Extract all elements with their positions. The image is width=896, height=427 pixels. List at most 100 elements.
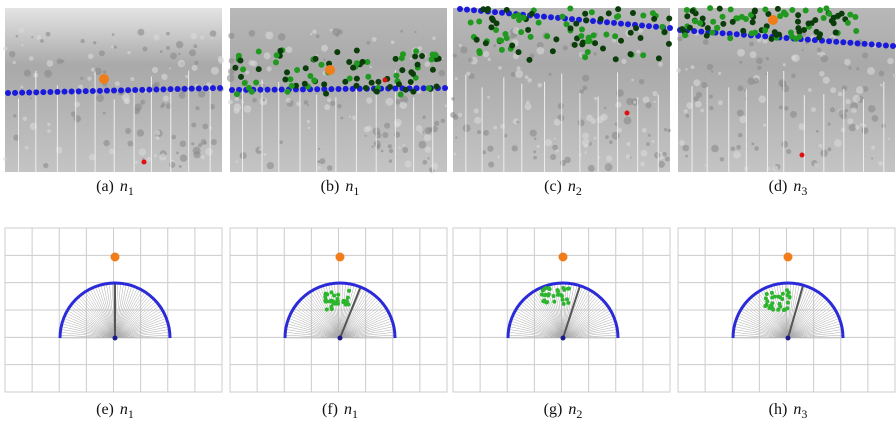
texture bbox=[591, 118, 597, 124]
green-dot bbox=[328, 299, 332, 303]
texture bbox=[249, 30, 256, 37]
texture bbox=[733, 151, 741, 159]
texture bbox=[3, 157, 7, 161]
green-dot bbox=[847, 12, 853, 18]
texture bbox=[718, 100, 723, 105]
texture bbox=[316, 34, 320, 38]
texture bbox=[40, 39, 44, 43]
texture bbox=[482, 150, 486, 154]
blue-dot bbox=[869, 41, 875, 47]
texture bbox=[193, 147, 201, 155]
green-dot bbox=[640, 52, 646, 58]
texture bbox=[737, 49, 745, 57]
texture bbox=[169, 68, 171, 70]
texture bbox=[20, 85, 23, 88]
green-dot bbox=[679, 26, 685, 32]
texture bbox=[422, 131, 424, 133]
green-dot bbox=[740, 28, 746, 34]
green-dot bbox=[839, 11, 845, 17]
green-dot bbox=[256, 49, 262, 55]
texture bbox=[454, 153, 457, 156]
caption: (f)n1 bbox=[322, 401, 358, 421]
blue-dot bbox=[883, 42, 889, 48]
texture bbox=[330, 29, 333, 32]
caption-label: (a) bbox=[96, 178, 114, 195]
texture bbox=[171, 135, 176, 140]
texture bbox=[766, 57, 769, 60]
green-dot bbox=[289, 83, 295, 89]
texture bbox=[530, 130, 537, 137]
texture bbox=[783, 63, 786, 66]
green-dot bbox=[336, 293, 340, 297]
red-dot bbox=[383, 78, 388, 83]
green-dot bbox=[396, 81, 402, 87]
texture bbox=[641, 150, 648, 157]
texture bbox=[23, 117, 27, 121]
goal bbox=[559, 253, 568, 262]
texture bbox=[739, 61, 742, 64]
green-dot bbox=[770, 291, 774, 295]
green-dot bbox=[585, 49, 591, 55]
blue-dot bbox=[667, 25, 673, 31]
texture bbox=[763, 124, 766, 127]
texture bbox=[210, 30, 217, 37]
texture bbox=[772, 165, 778, 171]
texture bbox=[685, 155, 688, 158]
green-dot bbox=[796, 34, 802, 40]
texture bbox=[371, 146, 373, 148]
green-dot bbox=[628, 51, 634, 57]
texture bbox=[707, 64, 713, 70]
texture bbox=[321, 45, 328, 52]
green-dot bbox=[294, 67, 300, 73]
texture bbox=[558, 103, 564, 109]
texture bbox=[879, 71, 885, 77]
green-dot bbox=[720, 21, 726, 27]
blue-dot bbox=[328, 86, 334, 92]
blue-dot bbox=[265, 87, 271, 93]
blue-dot bbox=[12, 90, 18, 96]
caption-label: (c) bbox=[544, 178, 562, 195]
texture bbox=[44, 70, 52, 78]
texture bbox=[601, 114, 608, 121]
texture bbox=[477, 130, 481, 134]
blue-dot bbox=[5, 90, 11, 96]
texture bbox=[266, 66, 271, 71]
texture bbox=[112, 33, 115, 36]
texture bbox=[31, 36, 33, 38]
green-dot bbox=[346, 296, 350, 300]
texture bbox=[498, 66, 502, 70]
texture bbox=[244, 105, 252, 113]
green-dot bbox=[284, 69, 290, 75]
green-dot bbox=[354, 76, 360, 82]
caption: (c)n2 bbox=[544, 178, 582, 198]
blue-dot bbox=[118, 87, 124, 93]
texture bbox=[330, 101, 335, 106]
texture bbox=[264, 52, 271, 59]
green-dot bbox=[426, 85, 432, 91]
green-dot bbox=[552, 294, 556, 298]
robot bbox=[113, 336, 118, 341]
blue-dot bbox=[47, 89, 53, 95]
green-dot bbox=[429, 56, 435, 62]
texture bbox=[458, 113, 462, 117]
texture bbox=[180, 154, 187, 161]
blue-dot bbox=[257, 87, 263, 93]
texture bbox=[424, 61, 430, 67]
blue-dot bbox=[343, 86, 349, 92]
texture bbox=[695, 101, 702, 108]
green-dot bbox=[567, 5, 573, 11]
texture bbox=[582, 86, 587, 91]
texture bbox=[819, 71, 824, 76]
green-dot bbox=[717, 6, 723, 12]
green-dot bbox=[795, 25, 801, 31]
texture bbox=[615, 102, 621, 108]
texture bbox=[341, 117, 344, 120]
texture bbox=[720, 157, 724, 161]
texture bbox=[453, 54, 457, 58]
texture bbox=[515, 70, 523, 78]
green-dot bbox=[273, 59, 279, 65]
green-dot bbox=[795, 19, 801, 25]
green-dot bbox=[408, 79, 414, 85]
caption-subscript: 3 bbox=[801, 407, 807, 421]
green-dot bbox=[323, 299, 327, 303]
